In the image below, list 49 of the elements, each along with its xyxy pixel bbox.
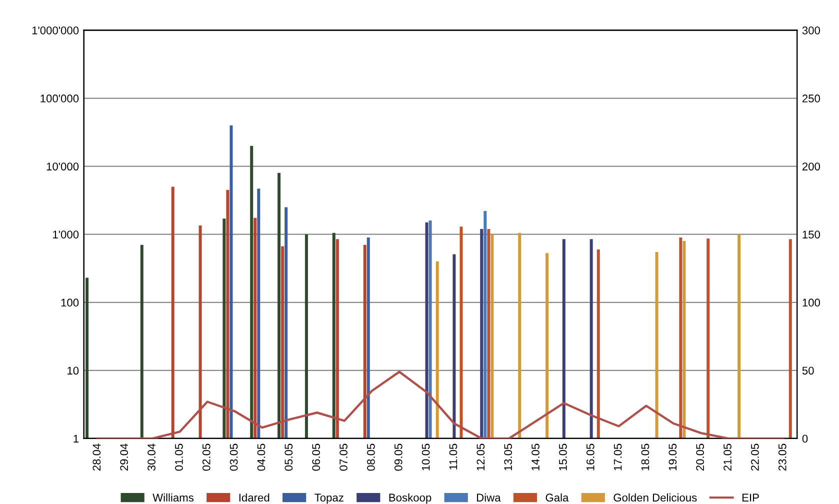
y2-tick-label: 50 — [802, 366, 814, 375]
legend-label: Williams — [152, 493, 194, 502]
legend-label: Idared — [239, 493, 270, 502]
y-tick-label: 1'000'000 — [32, 26, 79, 34]
y-tick-label: 100'000 — [40, 94, 79, 102]
x-tick-label: 30.04 — [148, 444, 156, 471]
y2-tick-label: 0 — [802, 434, 808, 443]
y2-tick-label: 100 — [802, 298, 820, 307]
y-tick-label: 100 — [61, 298, 79, 307]
legend-label: Topaz — [314, 494, 344, 504]
x-tick-label: 15.05 — [559, 444, 567, 470]
x-tick-label: 29.04 — [120, 444, 128, 471]
x-tick-label: 07.05 — [340, 444, 348, 471]
x-tick-label: 04.05 — [257, 444, 266, 471]
x-tick-label: 13.05 — [504, 444, 512, 470]
legend-label: Diwa — [477, 493, 501, 502]
x-tick-label: 22.05 — [751, 444, 759, 471]
legend-label: Gala — [546, 493, 569, 502]
line-series — [96, 370, 784, 438]
y-tick-label: 1'000 — [53, 230, 79, 238]
x-tick-label: 11.05 — [449, 444, 458, 470]
legend-label: Boskoop — [389, 493, 432, 504]
y2-tick-label: 300 — [802, 26, 820, 34]
x-tick-label: 23.05 — [778, 444, 786, 471]
x-tick-label: 16.05 — [586, 444, 594, 470]
x-tick-label: 06.05 — [312, 444, 320, 471]
x-tick-label: 18.05 — [641, 444, 650, 470]
x-tick-label: 21.05 — [724, 444, 732, 471]
x-tick-label: 28.04 — [92, 444, 101, 471]
x-tick-label: 03.05 — [230, 444, 238, 471]
x-tick-label: 09.05 — [394, 444, 402, 471]
x-tick-label: 14.05 — [532, 444, 540, 470]
x-tick-label: 05.05 — [284, 444, 293, 471]
y-tick-label: 1 — [74, 434, 78, 443]
y2-tick-label: 150 — [802, 230, 820, 238]
legend-label: Golden Delicious — [614, 493, 697, 502]
x-tick-label: 02.05 — [202, 444, 210, 471]
x-tick-label: 19.05 — [668, 444, 677, 470]
y2-tick-label: 250 — [802, 94, 820, 102]
y-tick-label: 10'000 — [46, 162, 79, 170]
x-tick-label: 12.05 — [476, 444, 485, 470]
x-tick-label: 08.05 — [367, 444, 375, 471]
y-tick-label: 10 — [68, 366, 79, 375]
y2-tick-label: 200 — [802, 162, 820, 170]
x-tick-label: 10.05 — [422, 444, 430, 470]
x-tick-label: 17.05 — [614, 444, 622, 470]
x-tick-label: 01.05 — [175, 444, 183, 471]
x-tick-label: 20.05 — [696, 444, 704, 471]
legend-label: EIP — [742, 494, 759, 502]
